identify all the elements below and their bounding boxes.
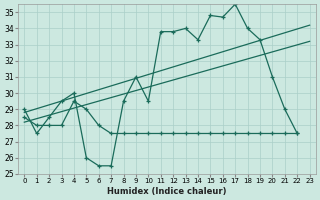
X-axis label: Humidex (Indice chaleur): Humidex (Indice chaleur) <box>107 187 227 196</box>
